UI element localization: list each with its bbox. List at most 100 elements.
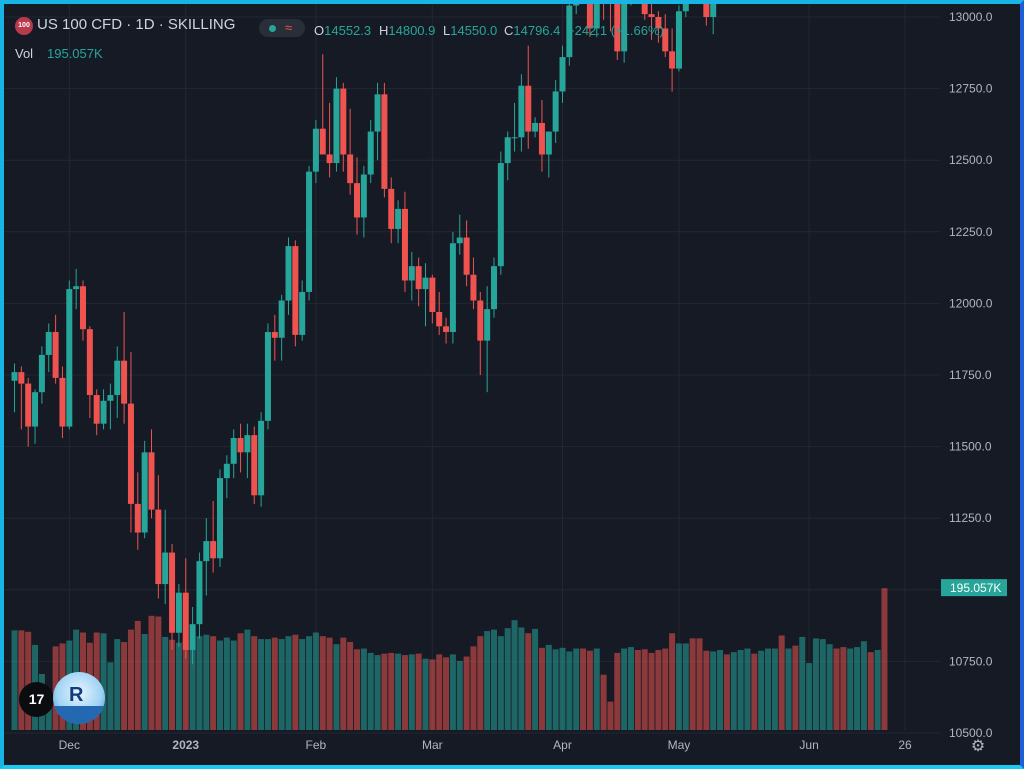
- volume-bar: [237, 633, 244, 730]
- candle-body: [367, 131, 374, 175]
- candle-body: [230, 438, 237, 464]
- volume-bar: [429, 659, 436, 730]
- volume-bar: [422, 658, 429, 730]
- symbol-badge-icon: 100: [15, 17, 33, 35]
- tradingview-logo-icon[interactable]: 17: [19, 682, 54, 717]
- candle-body: [703, 4, 710, 17]
- volume-bar: [360, 648, 367, 730]
- volume-bar: [758, 650, 765, 730]
- volume-bar: [367, 652, 374, 730]
- candle-body: [285, 246, 292, 301]
- last-volume-tag: [941, 579, 1007, 597]
- candle-body: [203, 541, 210, 562]
- candle-body: [593, 4, 600, 29]
- price-tick-label: 11250.0: [949, 511, 992, 525]
- wave-icon: ≈: [285, 20, 293, 35]
- volume-bar: [223, 637, 230, 730]
- candle-body: [114, 360, 121, 396]
- candle-body: [408, 266, 415, 281]
- candle-body: [470, 274, 477, 301]
- volume-bar: [312, 632, 319, 730]
- volume-bar: [847, 648, 854, 730]
- volume-bar: [573, 648, 580, 730]
- candle-body: [360, 174, 367, 218]
- candle-body: [32, 392, 39, 427]
- candle-body: [237, 438, 244, 453]
- candle-body: [175, 592, 182, 633]
- volume-bar: [45, 700, 52, 730]
- volume-bar: [210, 636, 217, 730]
- volume-bar: [354, 649, 360, 730]
- volume-bar: [189, 642, 196, 730]
- candle-body: [258, 420, 265, 496]
- time-tick-label: 2023: [172, 738, 199, 752]
- volume-bar: [347, 642, 354, 730]
- settings-gear-icon[interactable]: ⚙: [970, 738, 986, 755]
- candle-body: [80, 286, 86, 330]
- volume-bar: [689, 638, 696, 730]
- candle-body: [169, 552, 176, 633]
- volume-bar: [264, 639, 271, 730]
- volume-bar: [580, 648, 587, 730]
- volume-bar: [812, 638, 819, 730]
- ohlc-change: +242.1 (+1.66%): [567, 23, 664, 38]
- volume-bar: [833, 648, 840, 730]
- volume-bar: [614, 652, 621, 730]
- volume-bar: [518, 627, 525, 730]
- candle-body: [347, 154, 354, 184]
- volume-bar: [778, 635, 785, 730]
- avatar[interactable]: R: [53, 672, 105, 724]
- price-tick-label: 13000.0: [949, 10, 993, 24]
- volume-bar: [675, 643, 682, 730]
- candle-body: [121, 360, 128, 404]
- market-status-pill[interactable]: ≈: [259, 19, 305, 37]
- candle-body: [566, 5, 573, 58]
- candle-body: [25, 383, 32, 427]
- candle-body: [326, 154, 333, 164]
- volume-bar: [258, 639, 265, 730]
- volume-bar: [306, 636, 313, 730]
- volume-bar: [600, 674, 607, 730]
- volume-bar: [203, 634, 210, 730]
- volume-bar: [511, 620, 518, 730]
- candle-body: [210, 541, 217, 559]
- price-tick-label: 12250.0: [949, 225, 993, 239]
- price-chart[interactable]: 10500.010750.011000.011250.011500.011750…: [4, 4, 1020, 765]
- volume-bar: [18, 630, 25, 730]
- volume-bar: [559, 647, 566, 730]
- candle-body: [559, 57, 566, 92]
- candle-body: [278, 300, 285, 338]
- volume-bar: [395, 653, 402, 730]
- ohlc-open: O14552.3: [314, 23, 372, 38]
- volume-bar: [374, 655, 381, 730]
- volume-bar: [771, 648, 778, 730]
- volume-bar: [826, 644, 833, 730]
- candle-body: [155, 509, 162, 585]
- candle-body: [491, 266, 497, 310]
- volume-bar: [340, 637, 347, 730]
- volume-bar: [121, 642, 128, 730]
- candle-body: [141, 452, 148, 533]
- avatar-letter: R: [69, 684, 84, 706]
- candle-body: [127, 403, 134, 504]
- candle-body: [182, 592, 189, 650]
- price-tick-label: 11750.0: [949, 368, 992, 382]
- candle-body: [292, 246, 299, 335]
- candle-body: [381, 94, 388, 189]
- volume-bar: [456, 660, 463, 730]
- volume-bar: [470, 646, 477, 730]
- candle-body: [682, 4, 689, 12]
- candle-body: [484, 309, 491, 341]
- volume-bar: [669, 633, 676, 730]
- volume-bar: [415, 653, 422, 730]
- volume-bar: [607, 701, 614, 730]
- avatar-wave: [53, 706, 105, 724]
- candle-body: [73, 286, 80, 290]
- volume-bar: [867, 652, 874, 730]
- volume-bar: [491, 629, 497, 730]
- price-tick-label: 11500.0: [949, 440, 992, 454]
- symbol-title[interactable]: US 100 CFD · 1D · SKILLING: [37, 16, 236, 33]
- volume-bar: [696, 638, 703, 730]
- volume-label[interactable]: Vol: [15, 46, 34, 61]
- volume-bar: [497, 636, 504, 730]
